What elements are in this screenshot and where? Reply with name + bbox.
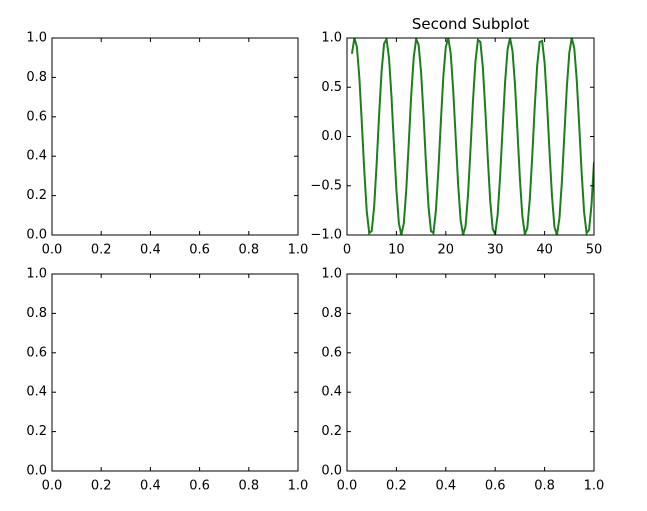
y-tick-label: 0.0 bbox=[321, 129, 342, 144]
x-tick-label: 0.8 bbox=[238, 479, 259, 494]
subplot-title: Second Subplot bbox=[412, 15, 529, 33]
y-tick-label: 0.4 bbox=[321, 385, 342, 400]
x-tick-label: 40 bbox=[536, 243, 553, 258]
x-tick-label: 0.8 bbox=[238, 243, 259, 258]
y-tick-label: 0.6 bbox=[26, 345, 47, 360]
y-tick-label: 1.0 bbox=[321, 31, 342, 46]
y-tick-label: 0.0 bbox=[321, 464, 342, 479]
x-tick-label: 20 bbox=[438, 243, 455, 258]
y-tick-label: 0.2 bbox=[26, 188, 47, 203]
x-tick-label: 0.0 bbox=[42, 243, 63, 258]
line bbox=[350, 38, 594, 235]
axes-frame bbox=[51, 273, 299, 472]
y-tick-label: 0.8 bbox=[321, 306, 342, 321]
x-tick-label: 1.0 bbox=[288, 243, 309, 258]
x-tick-label: 0 bbox=[343, 243, 351, 258]
x-tick-label: 0.4 bbox=[140, 479, 161, 494]
x-tick-label: 0.4 bbox=[140, 243, 161, 258]
x-tick-label: 0.2 bbox=[91, 243, 112, 258]
axes-frame bbox=[51, 37, 299, 236]
y-tick-label: −0.5 bbox=[310, 178, 342, 193]
x-tick-label: 1.0 bbox=[584, 479, 605, 494]
x-tick-label: 0.6 bbox=[189, 243, 210, 258]
x-tick-label: 0.2 bbox=[91, 479, 112, 494]
y-tick-label: 1.0 bbox=[321, 267, 342, 282]
y-tick-label: −1.0 bbox=[310, 228, 342, 243]
y-tick-label: 1.0 bbox=[26, 267, 47, 282]
y-tick-label: 0.0 bbox=[26, 228, 47, 243]
axes-frame bbox=[346, 37, 595, 236]
y-tick-label: 0.8 bbox=[26, 306, 47, 321]
y-tick-label: 0.6 bbox=[26, 109, 47, 124]
y-tick-label: 0.0 bbox=[26, 464, 47, 479]
y-tick-label: 0.2 bbox=[26, 424, 47, 439]
x-tick-label: 0.6 bbox=[189, 479, 210, 494]
x-tick-label: 0.0 bbox=[337, 479, 358, 494]
y-tick-label: 0.4 bbox=[26, 385, 47, 400]
y-tick-label: 0.8 bbox=[26, 70, 47, 85]
x-tick-label: 0.4 bbox=[435, 479, 456, 494]
x-tick-label: 30 bbox=[487, 243, 504, 258]
x-tick-label: 0.2 bbox=[386, 479, 407, 494]
x-tick-label: 0.0 bbox=[42, 479, 63, 494]
axes-frame bbox=[346, 273, 595, 472]
y-tick-label: 1.0 bbox=[26, 31, 47, 46]
y-tick-label: 0.4 bbox=[26, 149, 47, 164]
y-tick-label: 0.2 bbox=[321, 424, 342, 439]
y-tick-label: 0.5 bbox=[321, 80, 342, 95]
y-tick-label: 0.6 bbox=[321, 345, 342, 360]
x-tick-label: 1.0 bbox=[288, 479, 309, 494]
x-tick-label: 0.8 bbox=[534, 479, 555, 494]
x-tick-label: 0.6 bbox=[485, 479, 506, 494]
x-tick-label: 10 bbox=[388, 243, 405, 258]
x-tick-label: 50 bbox=[586, 243, 603, 258]
